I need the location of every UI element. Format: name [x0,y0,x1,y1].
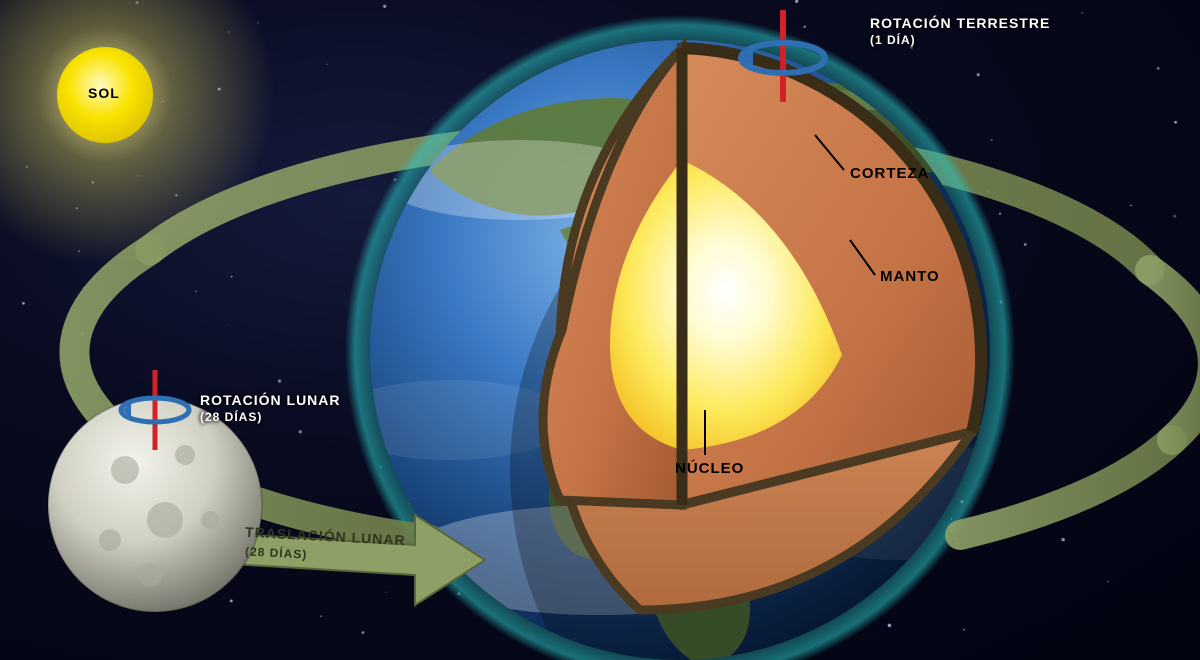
nucleo-label: NÚCLEO [675,460,744,477]
diagram-stage: SOL ROTACIÓN TERRESTRE (1 DÍA) ROTACIÓN … [0,0,1200,660]
moon-rotation-label: ROTACIÓN LUNAR [200,392,341,408]
earth-rotation-sub: (1 DÍA) [870,33,916,47]
sun [0,0,275,265]
sun-label: SOL [88,85,120,101]
manto-label: MANTO [880,268,940,285]
corteza-label: CORTEZA [850,165,930,182]
moon-rotation-sub: (28 DÍAS) [200,410,262,424]
earth-rotation-label: ROTACIÓN TERRESTRE [870,15,1050,31]
diagram-svg [0,0,1200,660]
